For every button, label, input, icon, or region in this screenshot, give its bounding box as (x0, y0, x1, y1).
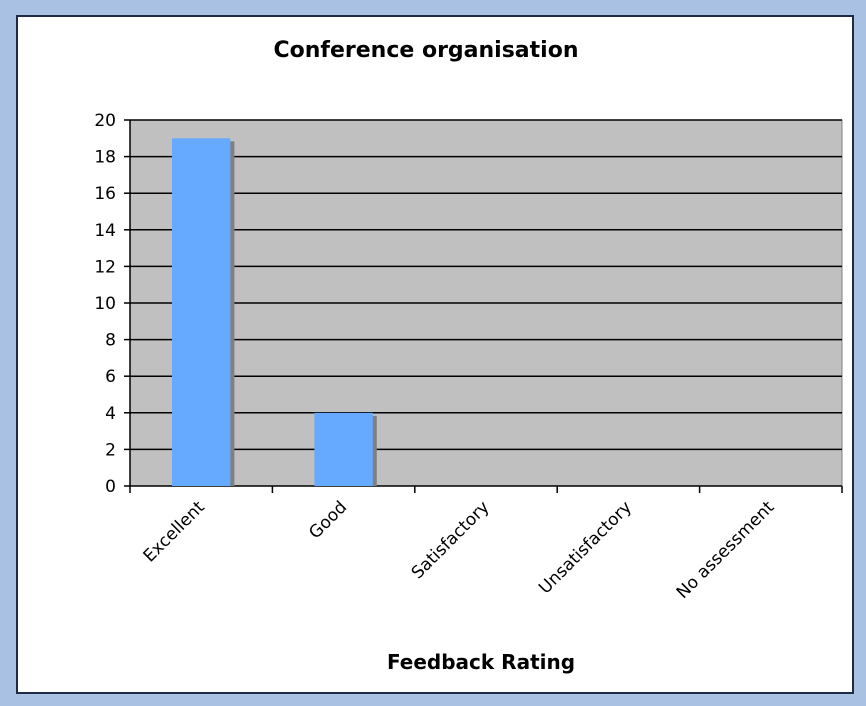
x-axis-label: Feedback Rating (387, 650, 575, 674)
y-tick-label: 6 (105, 367, 116, 387)
y-tick-label: 12 (94, 257, 116, 277)
bar (172, 138, 231, 487)
y-tick-label: 4 (105, 404, 116, 424)
y-tick-label: 2 (105, 440, 116, 460)
x-category-label: Excellent (140, 497, 209, 566)
chart-title: Conference organisation (273, 38, 578, 63)
y-tick-label: 10 (94, 294, 116, 314)
y-tick-label: 8 (105, 331, 116, 351)
x-category-label: Good (305, 497, 351, 543)
y-tick-label: 16 (94, 184, 116, 204)
x-category-label: No assessment (673, 497, 779, 603)
chart-frame: Conference organisation 0 2 4 6 8 10 12 14 16 18 2… (3, 3, 863, 703)
y-tick-label: 14 (94, 221, 116, 241)
x-category-label: Satisfactory (408, 497, 494, 583)
bar-chart: Conference organisation 0 2 4 6 8 10 12 14 16 18 2… (94, 38, 843, 674)
x-category-label: Unsatisfactory (535, 497, 636, 598)
plot-area: 0 2 4 6 8 10 12 14 16 18 20 Excellent Good Satisfacto… (94, 111, 843, 603)
chart-area: Conference organisation 0 2 4 6 8 10 12 14 16 18 2… (16, 15, 854, 694)
bar (314, 412, 373, 486)
y-tick-label: 0 (105, 477, 116, 497)
y-tick-label: 20 (94, 111, 116, 131)
y-tick-label: 18 (94, 148, 116, 168)
